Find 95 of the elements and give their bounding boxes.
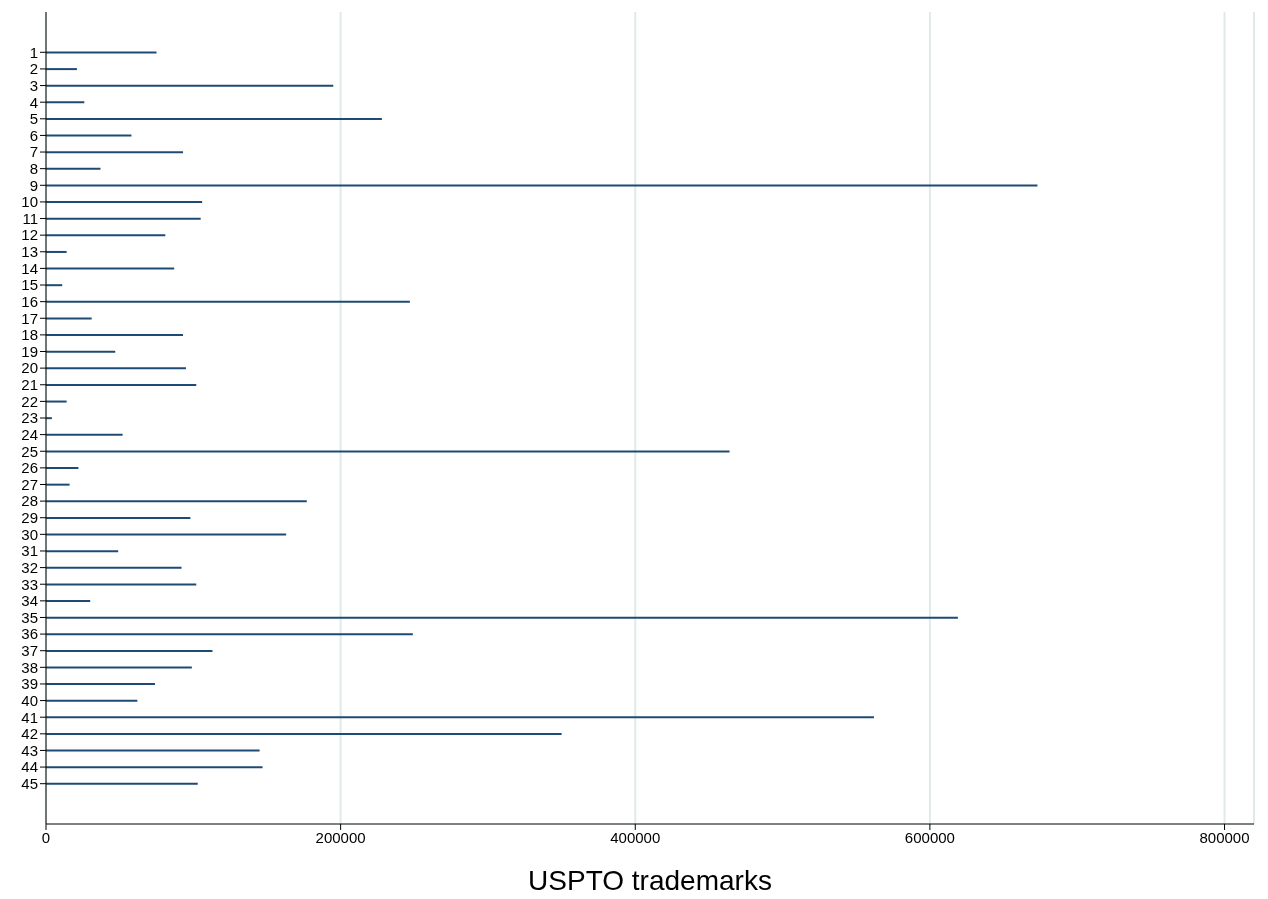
bar xyxy=(46,201,203,204)
bar xyxy=(46,300,410,303)
y-tick-label: 22 xyxy=(21,392,38,410)
bar xyxy=(46,600,91,603)
bar xyxy=(46,500,307,503)
bar xyxy=(46,433,123,436)
y-tick-label: 19 xyxy=(21,342,38,360)
bar xyxy=(46,367,186,370)
y-tick-label: 38 xyxy=(21,658,38,676)
bar xyxy=(46,732,562,735)
y-tick-label: 8 xyxy=(29,159,38,177)
bar xyxy=(46,134,132,137)
bar xyxy=(46,250,67,253)
y-tick-label: 12 xyxy=(21,226,38,244)
y-tick-label: 11 xyxy=(22,209,38,227)
y-tick-label: 6 xyxy=(29,126,38,144)
bar xyxy=(46,167,101,170)
x-tick-label: 800000 xyxy=(1199,828,1250,846)
bar xyxy=(46,467,79,470)
x-tick-label: 400000 xyxy=(610,828,661,846)
bar xyxy=(46,666,192,669)
bar xyxy=(46,267,175,270)
y-tick-label: 21 xyxy=(21,376,38,394)
y-tick-label: 5 xyxy=(29,110,38,128)
y-tick-label: 24 xyxy=(21,425,38,443)
bar xyxy=(46,117,382,120)
bar xyxy=(46,450,730,453)
bar xyxy=(46,533,287,536)
bar xyxy=(46,151,183,154)
y-tick-label: 32 xyxy=(21,558,38,576)
y-tick-label: 29 xyxy=(21,509,38,527)
x-tick-label: 200000 xyxy=(315,828,366,846)
bar xyxy=(46,350,116,353)
bar xyxy=(46,84,334,87)
y-tick-label: 10 xyxy=(21,193,38,211)
bar xyxy=(46,217,201,220)
y-tick-label: 39 xyxy=(21,675,38,693)
y-tick-label: 43 xyxy=(21,741,38,759)
bar xyxy=(46,317,92,320)
bar xyxy=(46,683,156,686)
bar xyxy=(46,699,138,702)
y-tick-label: 17 xyxy=(21,309,38,327)
y-tick-label: 16 xyxy=(21,292,38,310)
y-tick-label: 35 xyxy=(21,608,38,626)
y-tick-label: 33 xyxy=(21,575,38,593)
x-axis-title: USPTO trademarks xyxy=(528,865,772,896)
y-tick-label: 14 xyxy=(21,259,38,277)
bar xyxy=(46,68,77,71)
bar xyxy=(46,284,63,287)
bar xyxy=(46,716,874,719)
y-tick-label: 25 xyxy=(21,442,38,460)
y-tick-label: 2 xyxy=(29,60,38,78)
bar xyxy=(46,782,198,785)
y-tick-label: 40 xyxy=(21,691,38,709)
y-tick-label: 15 xyxy=(21,276,38,294)
bar xyxy=(46,633,413,636)
y-tick-label: 45 xyxy=(21,775,38,793)
y-tick-label: 36 xyxy=(21,625,38,643)
y-tick-label: 44 xyxy=(21,758,38,776)
y-tick-label: 4 xyxy=(29,93,38,111)
bar xyxy=(46,583,197,586)
y-tick-label: 41 xyxy=(21,708,38,726)
bar xyxy=(46,749,260,752)
y-tick-label: 9 xyxy=(29,176,38,194)
y-tick-label: 28 xyxy=(21,492,38,510)
y-tick-label: 26 xyxy=(21,459,38,477)
y-tick-label: 34 xyxy=(21,592,38,610)
y-tick-label: 31 xyxy=(21,542,38,560)
y-tick-label: 37 xyxy=(21,642,38,660)
y-tick-label: 3 xyxy=(29,76,38,94)
x-tick-label: 600000 xyxy=(904,828,955,846)
x-tick-label: 0 xyxy=(41,828,51,846)
y-tick-label: 20 xyxy=(21,359,38,377)
bar xyxy=(46,234,166,237)
y-tick-label: 23 xyxy=(21,409,38,427)
bar xyxy=(46,400,67,403)
bar xyxy=(46,616,958,619)
bar xyxy=(46,566,182,569)
bar xyxy=(46,483,70,486)
bar xyxy=(46,516,191,519)
bar xyxy=(46,550,119,553)
y-tick-label: 30 xyxy=(21,525,38,543)
bar xyxy=(46,766,263,769)
bar xyxy=(46,184,1038,187)
bar xyxy=(46,334,183,337)
bar xyxy=(46,101,85,104)
bar xyxy=(46,649,213,652)
y-tick-label: 13 xyxy=(21,243,38,261)
y-tick-label: 1 xyxy=(29,43,38,61)
bar xyxy=(46,383,197,386)
y-tick-label: 18 xyxy=(21,326,38,344)
y-tick-label: 7 xyxy=(29,143,38,161)
y-tick-label: 42 xyxy=(21,725,38,743)
y-tick-label: 27 xyxy=(21,475,38,493)
bar xyxy=(46,51,157,54)
